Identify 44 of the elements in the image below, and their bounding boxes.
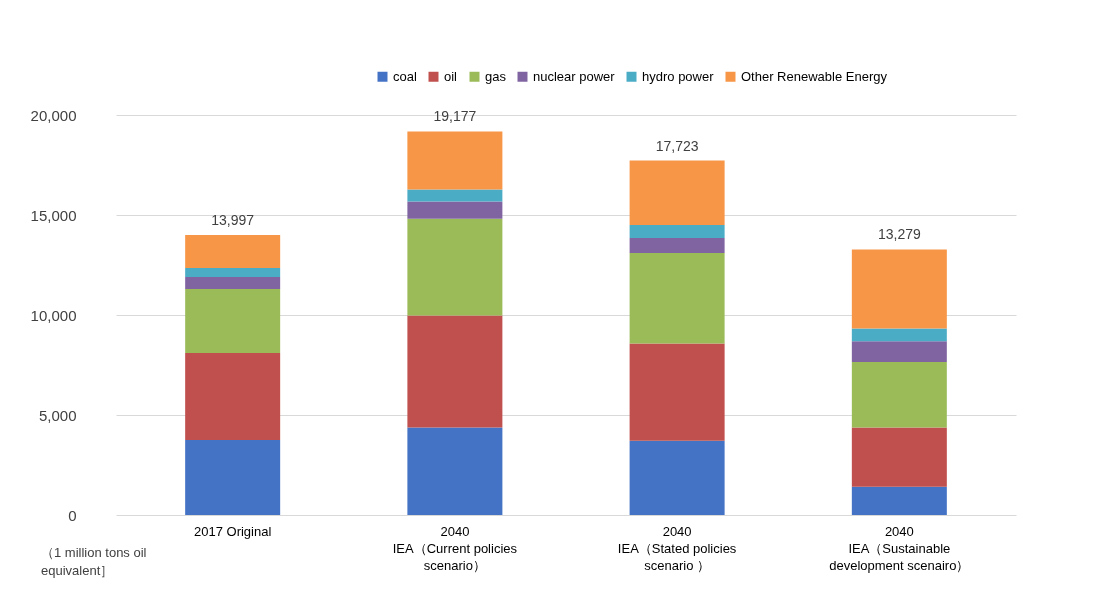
bar (185, 235, 281, 268)
bar (407, 189, 503, 202)
y-axis-title: （1 million tons oil equivalent］ (41, 545, 147, 578)
legend-label: gas (485, 68, 507, 84)
x-tick-label: 2040 IEA（Stated policies scenario ） (617, 523, 737, 573)
bar (851, 328, 947, 342)
bar (629, 440, 725, 515)
bar (185, 277, 281, 289)
bar (851, 341, 947, 362)
bar (629, 238, 725, 253)
total-label: 17,723 (655, 137, 699, 154)
bar (407, 201, 503, 219)
bar (629, 160, 725, 225)
bar (851, 362, 947, 428)
bar (851, 427, 947, 487)
bar (629, 253, 725, 344)
bar (407, 131, 503, 190)
bar (185, 289, 281, 353)
legend-label: hydro power (642, 68, 715, 84)
total-label: 19,177 (433, 108, 477, 125)
total-label: 13,279 (877, 226, 921, 243)
legend-label: coal (393, 68, 417, 84)
total-label: 13,997 (211, 212, 255, 229)
bar (851, 249, 947, 329)
y-tick-label: 15,000 (30, 206, 77, 224)
bar (629, 343, 725, 441)
bar (185, 268, 281, 277)
bar (407, 427, 503, 515)
bar (185, 440, 281, 515)
x-tick-label: 2040 IEA（Sustainable development scenairo） (829, 523, 970, 573)
bar (407, 315, 503, 428)
x-tick-label: 2017 Original (194, 523, 272, 539)
y-tick-label: 10,000 (30, 306, 77, 324)
y-tick-label: 5,000 (38, 406, 77, 424)
y-tick-label: 20,000 (30, 106, 77, 124)
legend-label: Other Renewable Energy (741, 68, 888, 84)
bar (851, 486, 947, 515)
legend-label: nuclear power (533, 68, 616, 84)
x-tick-label: 2040 IEA（Current policies scenario） (392, 523, 518, 573)
y-tick-label: 0 (68, 506, 77, 524)
legend-label: oil (444, 68, 458, 84)
bar (407, 218, 503, 316)
bar (629, 225, 725, 238)
bar (185, 353, 281, 440)
